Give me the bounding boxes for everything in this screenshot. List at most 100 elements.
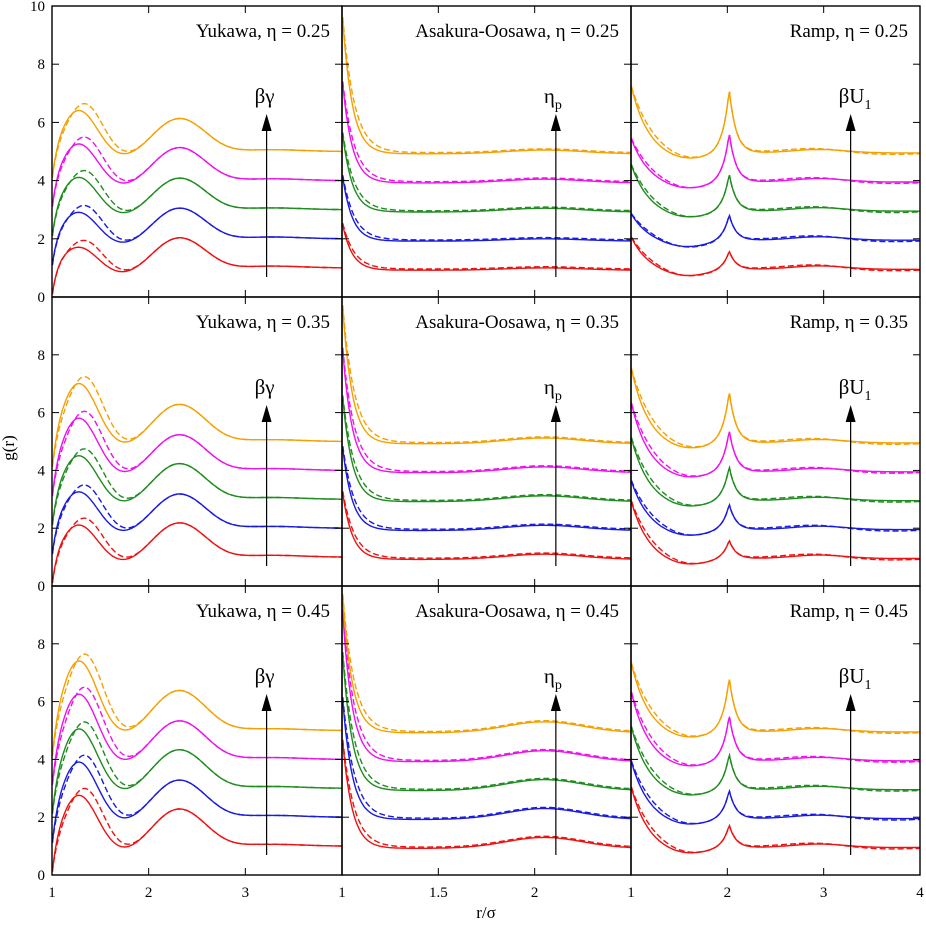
arrow-label: βU1 <box>839 664 872 693</box>
panel-title: Asakura-Oosawa, η = 0.35 <box>415 312 619 333</box>
y-tick-label: 6 <box>38 695 46 711</box>
arrow-head <box>845 405 856 422</box>
series-line-approx <box>52 410 342 497</box>
series-line-exact <box>52 454 342 525</box>
arrow-label: ηp <box>544 375 562 404</box>
y-tick-label: 8 <box>38 348 46 364</box>
frames-layer <box>51 5 921 876</box>
series-line-exact <box>631 501 920 565</box>
series-line-exact <box>342 134 631 213</box>
series-line-exact <box>52 143 342 207</box>
x-tick-label: 2 <box>531 885 539 901</box>
arrow-head <box>845 114 856 131</box>
series-line-approx <box>631 402 920 477</box>
series-line-exact <box>342 308 631 445</box>
arrow-label-subscript: p <box>555 389 562 404</box>
series-line-exact <box>342 742 631 849</box>
arrow-label-subscript: 1 <box>864 389 871 404</box>
y-tick-label: 8 <box>38 57 46 73</box>
series-line-approx <box>52 787 342 872</box>
panel-title: Ramp, η = 0.45 <box>790 601 908 622</box>
arrow-label-subscript: p <box>555 678 562 693</box>
arrow-head <box>550 114 561 131</box>
series-line-exact <box>631 403 920 478</box>
series-line-approx <box>342 609 631 761</box>
arrow-label: βγ <box>255 84 275 108</box>
series-line-exact <box>342 655 631 792</box>
series-line-approx <box>52 136 342 207</box>
series-line-approx <box>52 653 342 756</box>
series-line-exact <box>52 794 342 872</box>
series-line-exact <box>342 84 631 184</box>
x-tick-label: 1.5 <box>429 885 448 901</box>
panel-plot <box>342 594 631 849</box>
series-line-approx <box>631 134 920 189</box>
series-line-approx <box>631 236 920 277</box>
panel-plot <box>631 662 920 854</box>
arrow-label: ηp <box>544 664 562 693</box>
panel-frame <box>51 585 343 876</box>
series-line-approx <box>342 739 631 848</box>
series-line-exact <box>631 437 920 507</box>
arrow-label: βU1 <box>839 84 872 113</box>
series-line-approx <box>631 213 920 248</box>
series-line-approx <box>342 347 631 473</box>
series-line-approx <box>52 204 342 266</box>
series-line-exact <box>52 176 342 236</box>
x-tick-label: 3 <box>242 885 250 901</box>
x-tick-label: 4 <box>916 885 924 901</box>
series-line-exact <box>631 761 920 825</box>
series-line-approx <box>52 169 342 236</box>
series-line-approx <box>52 754 342 843</box>
series-line-approx <box>52 448 342 526</box>
series-line-exact <box>52 382 342 467</box>
panel-title: Ramp, η = 0.35 <box>790 312 908 333</box>
series-line-approx <box>52 103 342 178</box>
arrow-label: βγ <box>255 664 275 688</box>
arrow-head <box>261 114 272 131</box>
series-line-exact <box>52 693 342 785</box>
series-line-exact <box>631 480 920 536</box>
y-tick-label: 4 <box>38 463 46 479</box>
x-tick-label: 2 <box>724 885 732 901</box>
x-tick-label: 2 <box>145 885 153 901</box>
series-line-approx <box>52 484 342 555</box>
series-line-exact <box>342 699 631 821</box>
series-line-exact <box>52 660 342 756</box>
y-tick-label: 6 <box>38 406 46 422</box>
panel-frame <box>630 585 921 876</box>
series-line-approx <box>631 691 920 766</box>
arrow-head <box>550 694 561 711</box>
y-tick-label: 2 <box>38 521 46 537</box>
series-line-exact <box>52 417 342 496</box>
series-line-approx <box>631 500 920 565</box>
series-line-exact <box>631 164 920 218</box>
series-line-exact <box>52 109 342 178</box>
series-line-approx <box>52 686 342 785</box>
series-line-approx <box>631 86 920 158</box>
series-line-exact <box>631 726 920 796</box>
series-line-exact <box>631 237 920 277</box>
panel-plot <box>631 86 920 277</box>
y-tick-label: 2 <box>38 232 46 248</box>
x-tick-label: 1 <box>627 885 635 901</box>
y-tick-label: 8 <box>38 637 46 653</box>
panel-plot <box>631 368 920 565</box>
arrow-label: βγ <box>255 375 275 399</box>
series-line-exact <box>631 368 920 449</box>
series-line-approx <box>631 437 920 507</box>
series-line-approx <box>631 760 920 825</box>
series-line-exact <box>342 177 631 242</box>
series-line-exact <box>52 761 342 843</box>
series-line-exact <box>631 213 920 248</box>
series-line-approx <box>342 132 631 212</box>
series-line-approx <box>631 662 920 737</box>
series-line-exact <box>631 692 920 767</box>
series-line-approx <box>631 164 920 218</box>
series-line-approx <box>52 375 342 468</box>
y-tick-label: 4 <box>38 752 46 768</box>
x-tick-label: 1 <box>48 885 56 901</box>
arrow-label: ηp <box>544 84 562 113</box>
